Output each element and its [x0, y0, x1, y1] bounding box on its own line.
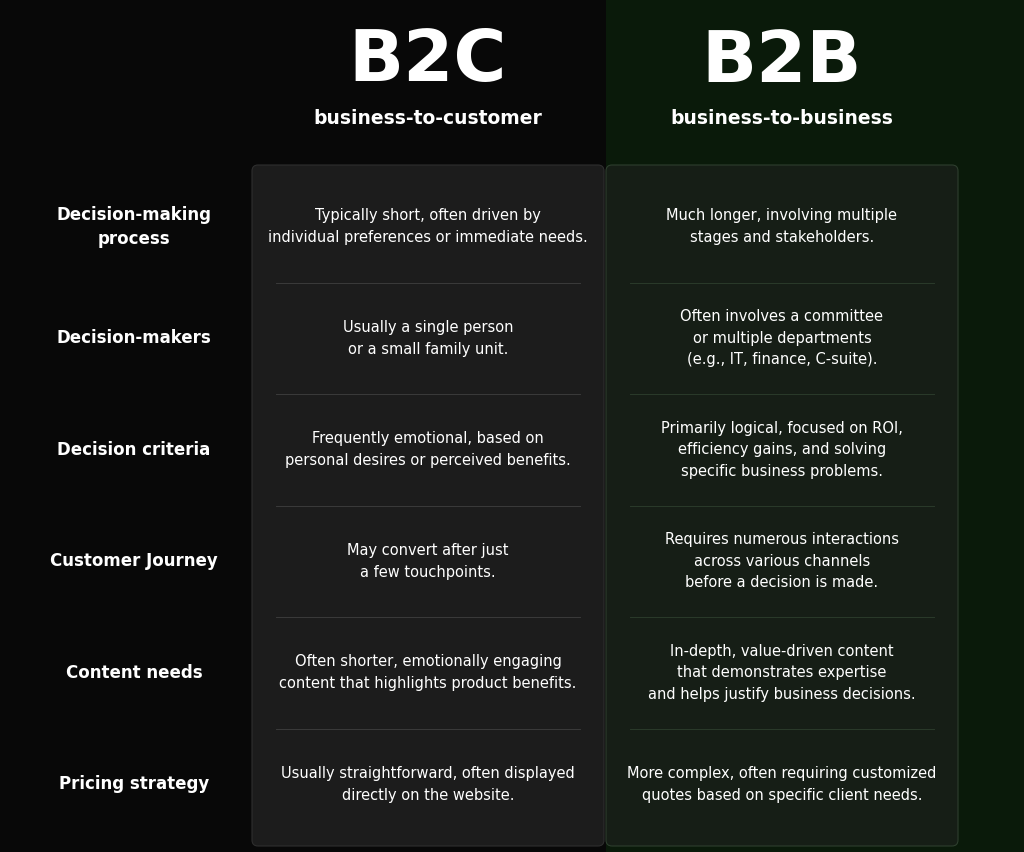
Text: Usually a single person
or a small family unit.: Usually a single person or a small famil… [343, 320, 513, 356]
Text: Frequently emotional, based on
personal desires or perceived benefits.: Frequently emotional, based on personal … [285, 431, 570, 468]
Text: Customer Journey: Customer Journey [50, 552, 218, 570]
Text: Typically short, often driven by
individual preferences or immediate needs.: Typically short, often driven by individ… [268, 209, 588, 245]
Text: Primarily logical, focused on ROI,
efficiency gains, and solving
specific busine: Primarily logical, focused on ROI, effic… [662, 421, 903, 479]
Text: B2B: B2B [701, 27, 862, 96]
FancyBboxPatch shape [606, 0, 1024, 852]
Text: Pricing strategy: Pricing strategy [58, 775, 209, 793]
Text: Decision criteria: Decision criteria [57, 440, 211, 458]
Text: B2C: B2C [349, 27, 507, 96]
Text: Often involves a committee
or multiple departments
(e.g., IT, finance, C-suite).: Often involves a committee or multiple d… [681, 309, 884, 367]
Text: Decision-makers: Decision-makers [56, 329, 211, 348]
Text: More complex, often requiring customized
quotes based on specific client needs.: More complex, often requiring customized… [628, 766, 937, 803]
FancyBboxPatch shape [252, 165, 604, 846]
Text: Requires numerous interactions
across various channels
before a decision is made: Requires numerous interactions across va… [665, 532, 899, 590]
Text: Much longer, involving multiple
stages and stakeholders.: Much longer, involving multiple stages a… [667, 209, 897, 245]
Text: Decision-making
process: Decision-making process [56, 206, 212, 248]
FancyBboxPatch shape [606, 165, 958, 846]
Text: business-to-customer: business-to-customer [313, 108, 543, 128]
Text: May convert after just
a few touchpoints.: May convert after just a few touchpoints… [347, 543, 509, 579]
Text: Often shorter, emotionally engaging
content that highlights product benefits.: Often shorter, emotionally engaging cont… [280, 654, 577, 691]
Text: Content needs: Content needs [66, 664, 203, 682]
Text: Usually straightforward, often displayed
directly on the website.: Usually straightforward, often displayed… [282, 766, 574, 803]
Text: business-to-business: business-to-business [671, 108, 893, 128]
Text: In-depth, value-driven content
that demonstrates expertise
and helps justify bus: In-depth, value-driven content that demo… [648, 643, 915, 702]
